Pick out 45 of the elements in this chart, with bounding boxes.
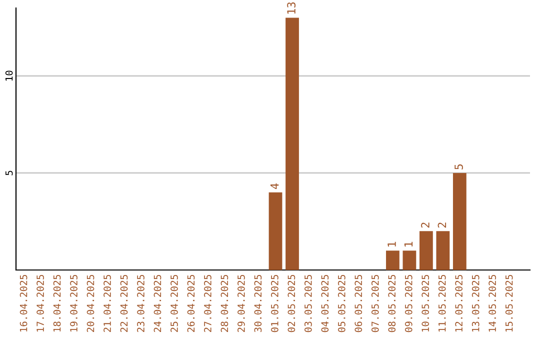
data-label: 1	[404, 242, 413, 246]
x-tick-label: 30.04.2025	[254, 274, 262, 332]
x-tick-label: 23.04.2025	[137, 274, 144, 332]
y-tick-label: 10	[5, 70, 13, 81]
x-tick-label: 28.04.2025	[220, 274, 228, 332]
x-tick-label: 10.05.2025	[422, 274, 430, 332]
bar	[386, 250, 400, 270]
bar	[402, 250, 416, 270]
bar	[436, 231, 450, 270]
x-tick-label: 15.05.2025	[505, 274, 513, 332]
x-tick-label: 09.05.2025	[404, 274, 412, 332]
x-tick-label: 29.04.2025	[238, 274, 245, 332]
x-tick-label: 13.05.2025	[472, 274, 480, 332]
x-tick-label: 21.04.2025	[104, 274, 111, 332]
x-tick-label: 19.04.2025	[70, 274, 78, 332]
data-label: 1	[388, 242, 396, 246]
x-tick-label: 18.04.2025	[53, 274, 61, 332]
x-tick-label: 16.04.2025	[20, 274, 28, 332]
x-tick-label: 01.05.2025	[271, 274, 278, 332]
x-tick-label: 04.05.2025	[321, 274, 329, 332]
x-tick-label: 17.04.2025	[36, 274, 44, 332]
x-tick-label: 08.05.2025	[388, 274, 396, 332]
data-label: 2	[421, 222, 430, 228]
x-tick-label: 20.04.2025	[86, 274, 94, 332]
x-tick-label: 02.05.2025	[288, 274, 296, 332]
x-tick-label: 03.05.2025	[304, 274, 312, 332]
data-label: 2	[438, 222, 446, 228]
x-tick-label: 11.05.2025	[438, 274, 446, 332]
x-tick-label: 06.05.2025	[354, 274, 362, 332]
bar	[286, 18, 299, 270]
data-label: 13	[287, 2, 296, 14]
x-tick-label: 07.05.2025	[371, 274, 379, 332]
x-tick-label: 25.04.2025	[170, 274, 178, 332]
x-tick-label: 24.04.2025	[154, 274, 162, 332]
x-tick-label: 26.04.2025	[187, 274, 195, 332]
x-tick-label: 12.05.2025	[455, 274, 463, 332]
data-label: 4	[270, 183, 279, 190]
x-tick-label: 14.05.2025	[488, 274, 496, 332]
x-tick-label: 22.04.2025	[120, 274, 128, 332]
bar	[268, 192, 282, 270]
bar	[452, 172, 466, 270]
x-tick-label: 27.04.2025	[204, 274, 212, 332]
data-label: 5	[454, 164, 463, 170]
bar	[420, 231, 433, 270]
x-tick-label: 05.05.2025	[338, 274, 346, 332]
